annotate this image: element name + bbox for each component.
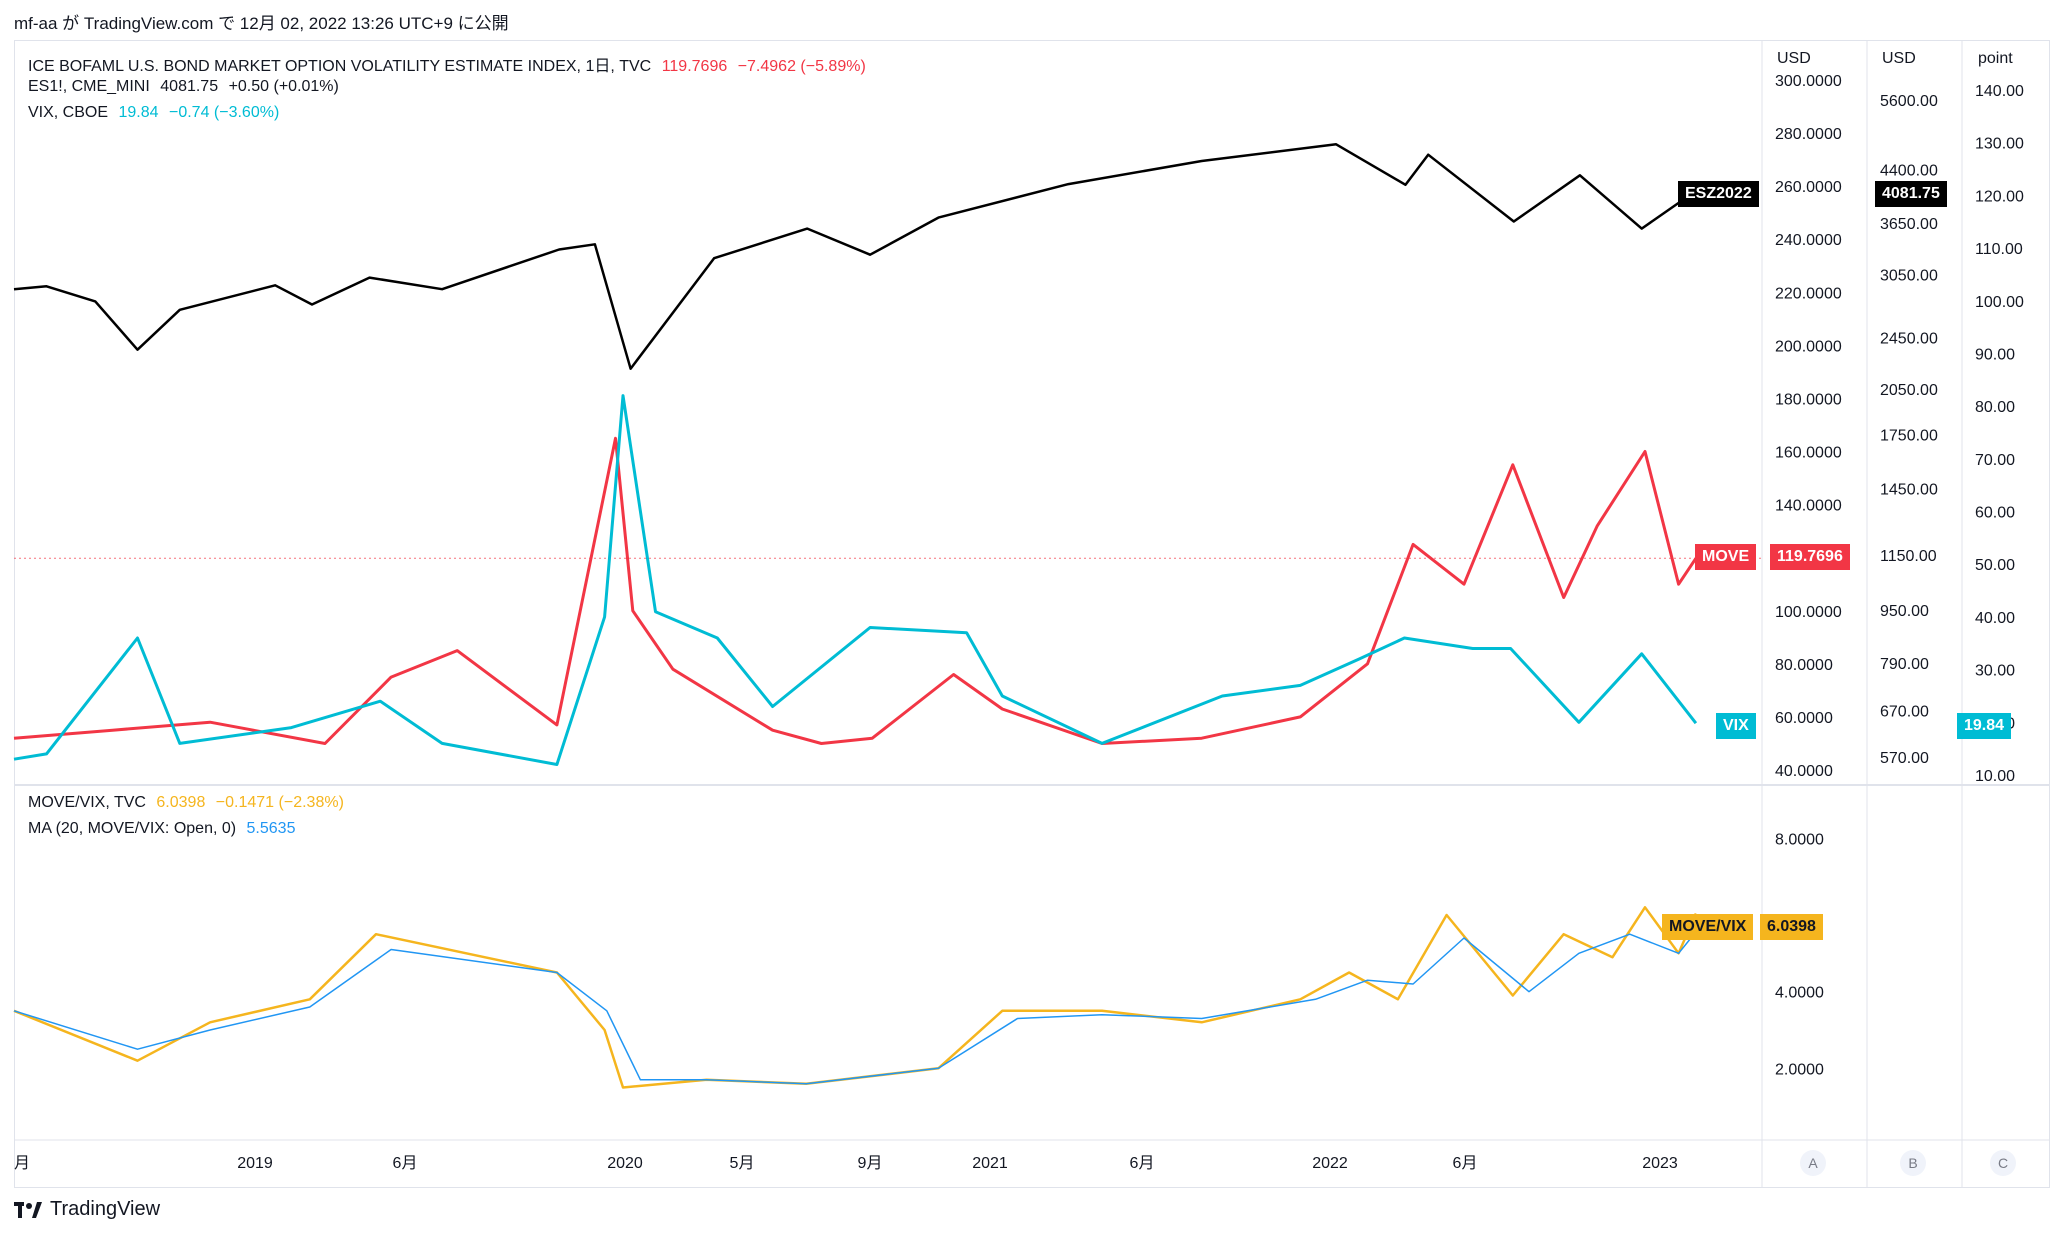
legend-change: −0.74 (−3.60%) (168, 104, 280, 121)
scale-b-tick-label: 2050.00 (1880, 382, 1938, 399)
legend-value: 4081.75 (160, 78, 219, 95)
x-tick-label: 2020 (607, 1155, 643, 1172)
x-tick-label: 5月 (730, 1155, 755, 1172)
scale-a-tick-label: 260.0000 (1775, 179, 1842, 196)
scale-b-tick-label: 950.00 (1880, 603, 1929, 620)
scale-a-tick-label: 240.0000 (1775, 232, 1842, 249)
x-tick-label: 2022 (1312, 1155, 1348, 1172)
scale-c-tick-label: 10.00 (1975, 768, 2015, 785)
scale-a-tick-label: 220.0000 (1775, 285, 1842, 302)
scale-a-tick-label: 140.0000 (1775, 498, 1842, 515)
x-tick-label: 9月 (858, 1155, 883, 1172)
ratio-label-tag: MOVE/VIX (1662, 914, 1754, 940)
scale-a-tick-label: 60.0000 (1775, 710, 1833, 727)
brand-logo[interactable]: TradingView (14, 1198, 160, 1221)
scale-c-tick-label: 30.00 (1975, 663, 2015, 680)
legend-value: 6.0398 (156, 794, 206, 811)
scale-b-tick-label: 790.00 (1880, 656, 1929, 673)
scale-a-tick-label: 100.0000 (1775, 604, 1842, 621)
ratio-price-tag: 6.0398 (1760, 914, 1823, 940)
scale-b-tick-label: 4400.00 (1880, 162, 1938, 179)
scale-c-tick-label: 100.00 (1975, 294, 2024, 311)
legend-value: 19.84 (118, 104, 159, 121)
brand-name: TradingView (50, 1198, 161, 1220)
scale-a-tick-label: 200.0000 (1775, 338, 1842, 355)
series-line-es1[interactable] (13, 143, 1697, 370)
move-price-tag: 119.7696 (1770, 544, 1850, 570)
scale-c-tick-label: 80.00 (1975, 399, 2015, 416)
move-label-tag: MOVE (1695, 544, 1757, 570)
es-price-tag: 4081.75 (1875, 181, 1947, 207)
series-line-move-vix[interactable] (13, 906, 1698, 1089)
legend-name: VIX, CBOE (28, 104, 109, 121)
scale-c-tick-label: 40.00 (1975, 610, 2015, 627)
series-line-ma-20-move-vix-open-0[interactable] (13, 931, 1697, 1085)
legend-value: 119.7696 (661, 58, 728, 75)
scale-c-tick-label: 50.00 (1975, 557, 2015, 574)
scale-a-button[interactable]: A (1800, 1150, 1826, 1176)
series-line-vix[interactable] (13, 394, 1698, 766)
legend-row-vix[interactable]: VIX, CBOE 19.84 −0.74 (−3.60%) (28, 104, 285, 122)
legend-value: 5.5635 (246, 820, 296, 837)
x-tick-label: 月 (14, 1155, 30, 1172)
ratio-tick-label: 8.0000 (1775, 831, 1824, 848)
scale-c-button[interactable]: C (1990, 1150, 2016, 1176)
chart-frame (14, 40, 2050, 1188)
legend-row-es[interactable]: ES1!, CME_MINI 4081.75 +0.50 (+0.01%) (28, 78, 345, 96)
ratio-tick-label: 2.0000 (1775, 1061, 1824, 1078)
ratio-tick-label: 4.0000 (1775, 985, 1824, 1002)
scale-b-tick-label: 570.00 (1880, 750, 1929, 767)
scale-b-tick-label: 3650.00 (1880, 216, 1938, 233)
scale-b-tick-label: 1450.00 (1880, 482, 1938, 499)
tradingview-logo-icon (14, 1201, 42, 1218)
scale-a-tick-label: 40.0000 (1775, 763, 1833, 780)
scale-a-tick-label: 280.0000 (1775, 126, 1842, 143)
x-tick-label: 2023 (1642, 1155, 1678, 1172)
publish-info: mf-aa が TradingView.com で 12月 02, 2022 1… (14, 14, 509, 33)
x-tick-label: 6月 (393, 1155, 418, 1172)
series-line-move[interactable] (13, 436, 1698, 745)
legend-change: −0.1471 (−2.38%) (215, 794, 344, 811)
scale-b-tick-label: 2450.00 (1880, 331, 1938, 348)
scale-b-tick-label: 1150.00 (1880, 548, 1937, 565)
scale-c-tick-label: 130.00 (1975, 136, 2024, 153)
scale-a-tick-label: 80.0000 (1775, 657, 1833, 674)
scale-a-tick-label: 180.0000 (1775, 391, 1842, 408)
scale-b-header: USD (1882, 50, 1916, 67)
scale-c-tick-label: 120.00 (1975, 188, 2024, 205)
legend-name: MOVE/VIX, TVC (28, 794, 146, 811)
vix-label-tag: VIX (1716, 713, 1756, 739)
x-tick-label: 2021 (972, 1155, 1008, 1172)
vix-price-tag: 19.84 (1957, 713, 2012, 739)
x-tick-label: 2019 (237, 1155, 273, 1172)
scale-c-tick-label: 90.00 (1975, 346, 2015, 363)
scale-c-tick-label: 110.00 (1975, 241, 2023, 258)
scale-c-tick-label: 140.00 (1975, 83, 2024, 100)
legend-row-ratio[interactable]: MOVE/VIX, TVC 6.0398 −0.1471 (−2.38%) (28, 794, 350, 812)
legend-change: +0.50 (+0.01%) (228, 78, 339, 95)
legend-name: ICE BOFAML U.S. BOND MARKET OPTION VOLAT… (28, 58, 652, 75)
scale-b-button[interactable]: B (1900, 1150, 1926, 1176)
legend-name: MA (20, MOVE/VIX: Open, 0) (28, 820, 237, 837)
scale-a-tick-label: 300.0000 (1775, 73, 1842, 90)
legend-row-move[interactable]: ICE BOFAML U.S. BOND MARKET OPTION VOLAT… (28, 52, 872, 76)
scale-b-tick-label: 3050.00 (1880, 268, 1938, 285)
es-label-tag: ESZ2022 (1678, 181, 1759, 207)
legend-name: ES1!, CME_MINI (28, 78, 150, 95)
scale-c-header: point (1978, 50, 2013, 67)
x-tick-label: 6月 (1453, 1155, 1478, 1172)
scale-b-tick-label: 1750.00 (1880, 427, 1938, 444)
x-tick-label: 6月 (1130, 1155, 1155, 1172)
scale-c-tick-label: 70.00 (1975, 452, 2015, 469)
legend-change: −7.4962 (−5.89%) (737, 58, 866, 75)
scale-b-tick-label: 5600.00 (1880, 93, 1938, 110)
legend-row-ma[interactable]: MA (20, MOVE/VIX: Open, 0) 5.5635 (28, 820, 301, 838)
scale-c-tick-label: 60.00 (1975, 505, 2015, 522)
scale-a-tick-label: 160.0000 (1775, 445, 1842, 462)
scale-a-header: USD (1777, 50, 1811, 67)
scale-b-tick-label: 670.00 (1880, 704, 1929, 721)
